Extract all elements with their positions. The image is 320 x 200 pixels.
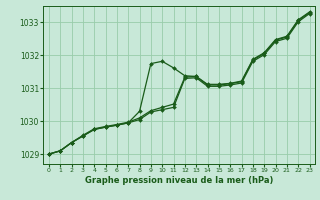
X-axis label: Graphe pression niveau de la mer (hPa): Graphe pression niveau de la mer (hPa) xyxy=(85,176,273,185)
